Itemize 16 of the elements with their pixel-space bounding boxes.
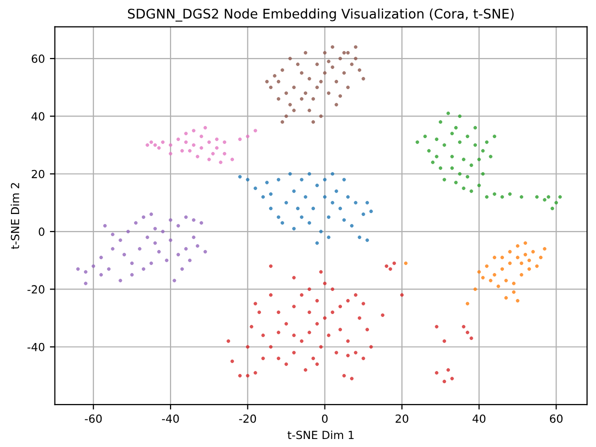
y-axis-title: t-SNE Dim 2 <box>10 183 20 250</box>
y-tick-label: 40 <box>32 112 44 121</box>
x-axis-title: t-SNE Dim 1 <box>288 430 354 440</box>
y-tick-label: -20 <box>28 285 44 294</box>
y-tick-label: 20 <box>32 170 44 178</box>
x-tick-label: 20 <box>396 414 408 423</box>
x-tick-label: -20 <box>239 414 256 423</box>
y-tick-label: -40 <box>28 342 44 352</box>
x-tick-label: 0 <box>322 414 328 423</box>
chart-title: SDGNN_DGS2 Node Embedding Visualization (Cora, t-SNE) <box>128 8 514 22</box>
y-tick-label: 0 <box>38 228 44 236</box>
x-tick-label: 40 <box>472 414 486 423</box>
x-tick-label: -40 <box>162 414 179 423</box>
y-tick-label: 60 <box>32 54 44 63</box>
x-tick-label: 60 <box>550 414 563 423</box>
x-tick-label: -60 <box>84 414 102 423</box>
